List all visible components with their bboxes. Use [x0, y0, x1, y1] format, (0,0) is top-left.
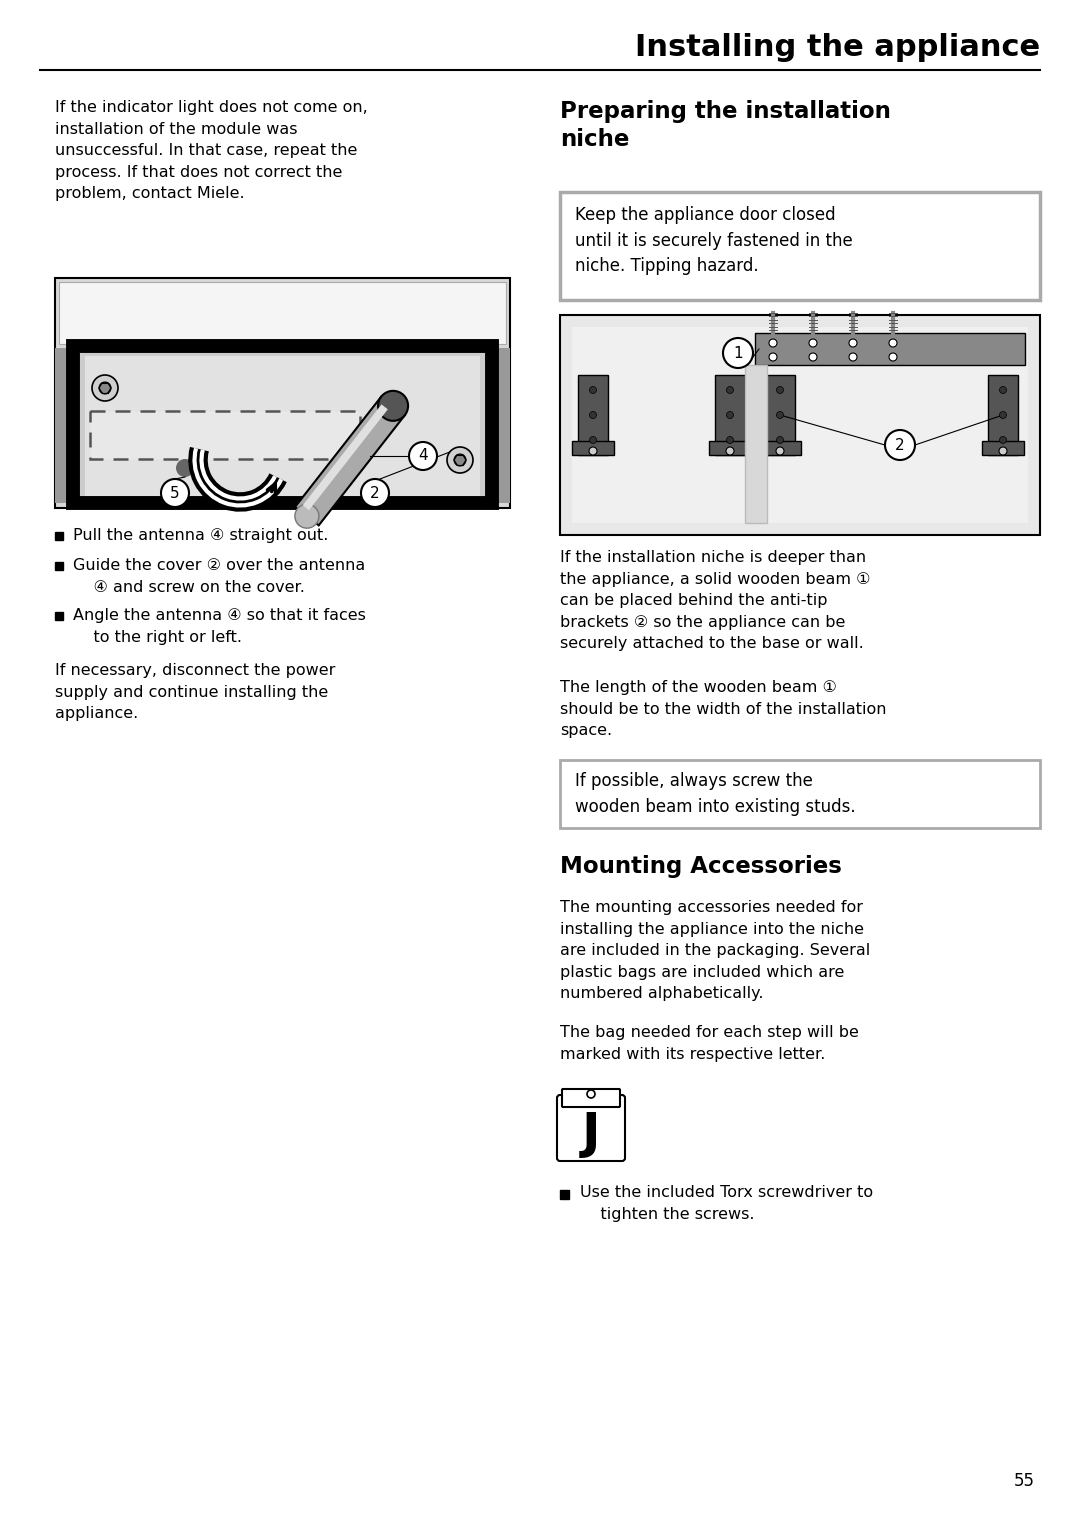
- Circle shape: [777, 436, 783, 443]
- Text: The mounting accessories needed for
installing the appliance into the niche
are : The mounting accessories needed for inst…: [561, 901, 870, 1001]
- FancyBboxPatch shape: [561, 315, 1040, 535]
- Text: Mounting Accessories: Mounting Accessories: [561, 855, 842, 878]
- Polygon shape: [302, 404, 388, 511]
- Circle shape: [777, 411, 783, 419]
- Circle shape: [588, 1090, 595, 1098]
- FancyBboxPatch shape: [572, 440, 615, 456]
- Circle shape: [849, 339, 858, 347]
- Circle shape: [99, 382, 111, 394]
- Text: If necessary, disconnect the power
supply and continue installing the
appliance.: If necessary, disconnect the power suppl…: [55, 664, 336, 722]
- Text: 1: 1: [733, 346, 743, 361]
- Circle shape: [590, 411, 596, 419]
- Circle shape: [769, 353, 777, 361]
- FancyBboxPatch shape: [85, 356, 480, 495]
- Circle shape: [777, 446, 784, 456]
- Circle shape: [176, 459, 194, 477]
- Circle shape: [589, 446, 597, 456]
- Text: Keep the appliance door closed
until it is securely fastened in the
niche. Tippi: Keep the appliance door closed until it …: [575, 206, 853, 275]
- Circle shape: [726, 446, 734, 456]
- Text: J: J: [582, 1110, 600, 1157]
- Circle shape: [809, 339, 816, 347]
- Bar: [55, 532, 63, 540]
- FancyBboxPatch shape: [755, 333, 1025, 365]
- Circle shape: [727, 387, 733, 393]
- Circle shape: [885, 430, 915, 460]
- FancyBboxPatch shape: [765, 375, 795, 456]
- FancyBboxPatch shape: [708, 440, 751, 456]
- FancyBboxPatch shape: [90, 411, 360, 459]
- Text: 4: 4: [418, 448, 428, 463]
- FancyBboxPatch shape: [745, 365, 767, 523]
- Circle shape: [809, 353, 816, 361]
- Circle shape: [999, 446, 1007, 456]
- Text: If possible, always screw the
wooden beam into existing studs.: If possible, always screw the wooden bea…: [575, 772, 855, 815]
- FancyBboxPatch shape: [578, 375, 608, 456]
- FancyBboxPatch shape: [561, 193, 1040, 300]
- Circle shape: [999, 387, 1007, 393]
- FancyBboxPatch shape: [561, 760, 1040, 829]
- FancyBboxPatch shape: [759, 440, 801, 456]
- Circle shape: [295, 505, 319, 528]
- Text: 55: 55: [1014, 1472, 1035, 1489]
- Text: 2: 2: [895, 437, 905, 453]
- Circle shape: [409, 442, 437, 469]
- Text: Preparing the installation
niche: Preparing the installation niche: [561, 99, 891, 150]
- FancyBboxPatch shape: [988, 375, 1018, 456]
- Circle shape: [92, 375, 118, 401]
- FancyBboxPatch shape: [55, 349, 73, 503]
- Circle shape: [999, 411, 1007, 419]
- Circle shape: [378, 391, 408, 420]
- Text: 2: 2: [370, 486, 380, 500]
- FancyBboxPatch shape: [492, 349, 510, 503]
- Text: Guide the cover ② over the antenna
    ④ and screw on the cover.: Guide the cover ② over the antenna ④ and…: [73, 558, 365, 595]
- FancyBboxPatch shape: [557, 1095, 625, 1161]
- FancyBboxPatch shape: [55, 278, 510, 508]
- Polygon shape: [295, 396, 405, 526]
- Circle shape: [777, 387, 783, 393]
- Circle shape: [849, 353, 858, 361]
- FancyBboxPatch shape: [715, 375, 745, 456]
- Circle shape: [889, 339, 897, 347]
- Circle shape: [361, 479, 389, 508]
- Text: Pull the antenna ④ straight out.: Pull the antenna ④ straight out.: [73, 528, 328, 543]
- Text: If the indicator light does not come on,
installation of the module was
unsucces: If the indicator light does not come on,…: [55, 99, 368, 202]
- Circle shape: [447, 446, 473, 472]
- Bar: [55, 563, 63, 570]
- Text: If the installation niche is deeper than
the appliance, a solid wooden beam ①
ca: If the installation niche is deeper than…: [561, 550, 870, 651]
- Circle shape: [889, 353, 897, 361]
- Text: The bag needed for each step will be
marked with its respective letter.: The bag needed for each step will be mar…: [561, 1024, 859, 1061]
- FancyBboxPatch shape: [572, 327, 1028, 523]
- FancyBboxPatch shape: [59, 281, 507, 344]
- Bar: [55, 612, 63, 619]
- Circle shape: [769, 339, 777, 347]
- FancyBboxPatch shape: [562, 1089, 620, 1107]
- Circle shape: [455, 454, 465, 466]
- Text: Use the included Torx screwdriver to
    tighten the screws.: Use the included Torx screwdriver to tig…: [580, 1185, 873, 1222]
- Circle shape: [590, 436, 596, 443]
- Text: Angle the antenna ④ so that it faces
    to the right or left.: Angle the antenna ④ so that it faces to …: [73, 609, 366, 645]
- Circle shape: [727, 436, 733, 443]
- Text: 5: 5: [171, 486, 179, 500]
- FancyBboxPatch shape: [73, 346, 492, 503]
- Circle shape: [727, 411, 733, 419]
- Circle shape: [999, 436, 1007, 443]
- Circle shape: [161, 479, 189, 508]
- FancyBboxPatch shape: [982, 440, 1024, 456]
- Text: Installing the appliance: Installing the appliance: [635, 34, 1040, 63]
- Text: The length of the wooden beam ①
should be to the width of the installation
space: The length of the wooden beam ① should b…: [561, 680, 887, 739]
- Circle shape: [723, 338, 753, 368]
- Circle shape: [590, 387, 596, 393]
- Bar: [561, 1190, 569, 1199]
